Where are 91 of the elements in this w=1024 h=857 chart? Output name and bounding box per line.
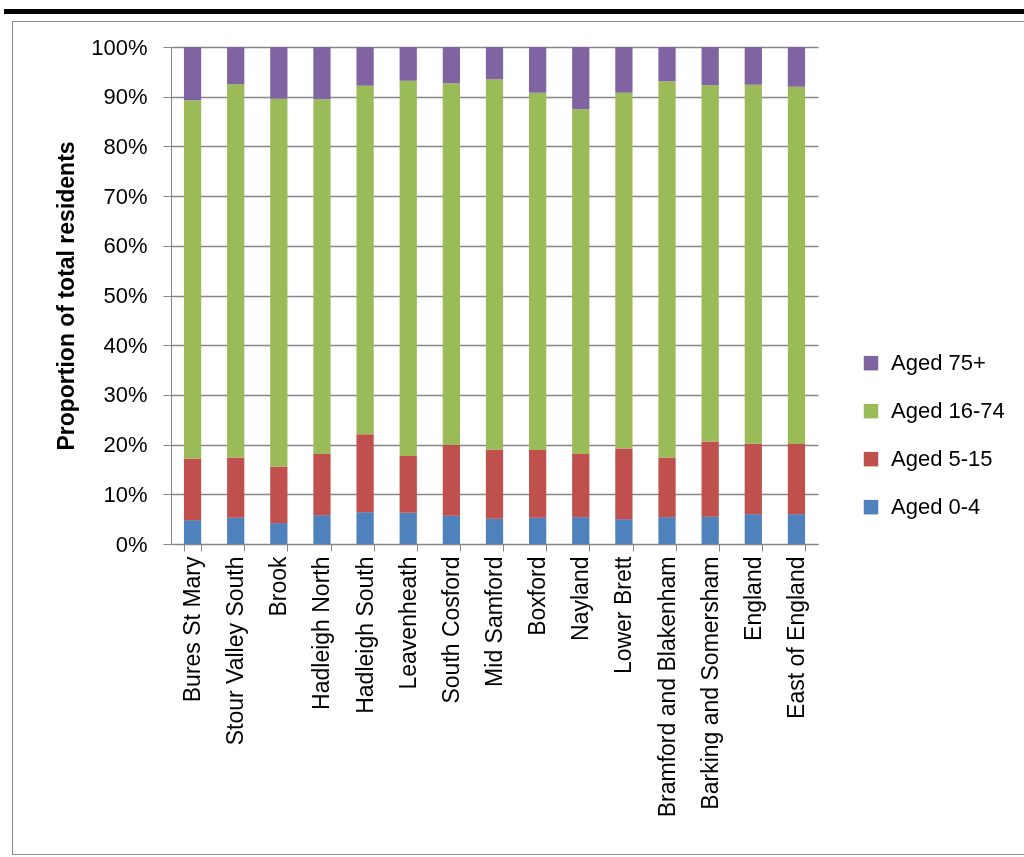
x-tick-label: Mid Samford	[481, 556, 507, 687]
x-tick-label: Leavenheath	[394, 556, 421, 690]
bar	[529, 47, 547, 93]
bar	[658, 457, 676, 518]
bar	[658, 47, 676, 82]
y-tick-label: 100%	[91, 34, 148, 60]
y-tick-label: 20%	[103, 432, 148, 458]
bar	[529, 92, 547, 451]
x-tick-label: Hadleigh North	[308, 556, 335, 710]
y-tick-label: 0%	[115, 531, 148, 557]
x-tick-label: Bures St Mary	[179, 556, 206, 703]
bar	[658, 81, 676, 458]
x-tick-label: Bramford and Blakenham	[653, 556, 680, 818]
bar	[399, 456, 417, 513]
bar	[485, 47, 504, 80]
x-tick-label: England	[739, 556, 766, 641]
bar	[572, 454, 590, 518]
y-tick-label: 90%	[103, 84, 148, 110]
legend-label: Aged 0-4	[891, 494, 981, 520]
x-tick-label: Nayland	[567, 556, 594, 641]
bar	[572, 47, 590, 110]
bar	[313, 515, 331, 544]
bar	[485, 79, 504, 450]
bar	[270, 523, 288, 544]
bar	[701, 516, 719, 544]
legend-label: Aged 5-15	[891, 446, 993, 472]
y-tick-label: 50%	[103, 283, 148, 308]
bar	[227, 517, 245, 544]
y-tick-label: 80%	[103, 133, 148, 159]
bar	[615, 448, 633, 520]
bar	[701, 85, 719, 442]
bar	[658, 517, 676, 544]
bar	[529, 450, 547, 518]
bar	[485, 518, 504, 544]
x-tick-label: Lower Brett	[610, 555, 637, 675]
bar	[485, 449, 504, 519]
bar	[787, 514, 806, 544]
bar	[399, 47, 417, 81]
bar	[701, 441, 719, 517]
y-axis-title: Proportion of total residents	[53, 141, 80, 451]
bar	[787, 47, 806, 87]
bar	[356, 47, 374, 86]
legend-label: Aged 16-74	[891, 398, 1005, 424]
bar	[529, 517, 547, 544]
bar	[572, 109, 590, 455]
bar	[615, 47, 633, 93]
bar	[183, 47, 202, 101]
x-tick-label: Brook	[265, 556, 292, 617]
bar	[442, 83, 460, 446]
x-tick-label: Barking and Somersham	[696, 556, 723, 810]
bar	[356, 85, 374, 435]
bar	[270, 98, 288, 467]
bar	[744, 47, 762, 85]
x-tick-label: Boxford	[524, 556, 551, 636]
y-tick-label: 10%	[103, 481, 148, 507]
x-tick-label: Stour Valley South	[222, 556, 249, 746]
bar	[356, 434, 374, 513]
bar	[356, 512, 374, 544]
x-tick-label: East of England	[782, 556, 809, 719]
bar	[615, 519, 633, 544]
bar	[183, 458, 202, 521]
y-tick-label: 40%	[103, 332, 148, 358]
bar	[183, 520, 202, 544]
bar	[227, 47, 245, 85]
y-tick-label: 30%	[103, 382, 148, 408]
bar	[270, 47, 288, 99]
bar	[787, 444, 806, 515]
bar	[227, 457, 245, 518]
bar	[442, 515, 460, 544]
x-tick-label: Hadleigh South	[351, 556, 378, 714]
bar	[313, 454, 331, 516]
bar	[744, 84, 762, 444]
x-tick-label: South Cosford	[437, 556, 464, 704]
bar	[183, 100, 202, 459]
bar	[787, 86, 806, 445]
bar	[442, 445, 460, 516]
legend-label: Aged 75+	[891, 350, 986, 376]
bar	[572, 517, 590, 544]
bar	[399, 80, 417, 457]
bar	[701, 47, 719, 86]
y-tick-label: 60%	[103, 233, 148, 259]
bar	[313, 99, 331, 455]
bar	[744, 514, 762, 544]
bar	[270, 466, 288, 524]
bar	[744, 443, 762, 515]
bar	[615, 92, 633, 449]
bar	[399, 512, 417, 544]
bar	[227, 84, 245, 458]
bar	[313, 47, 331, 100]
bar	[442, 47, 460, 84]
y-tick-label: 70%	[103, 183, 148, 209]
